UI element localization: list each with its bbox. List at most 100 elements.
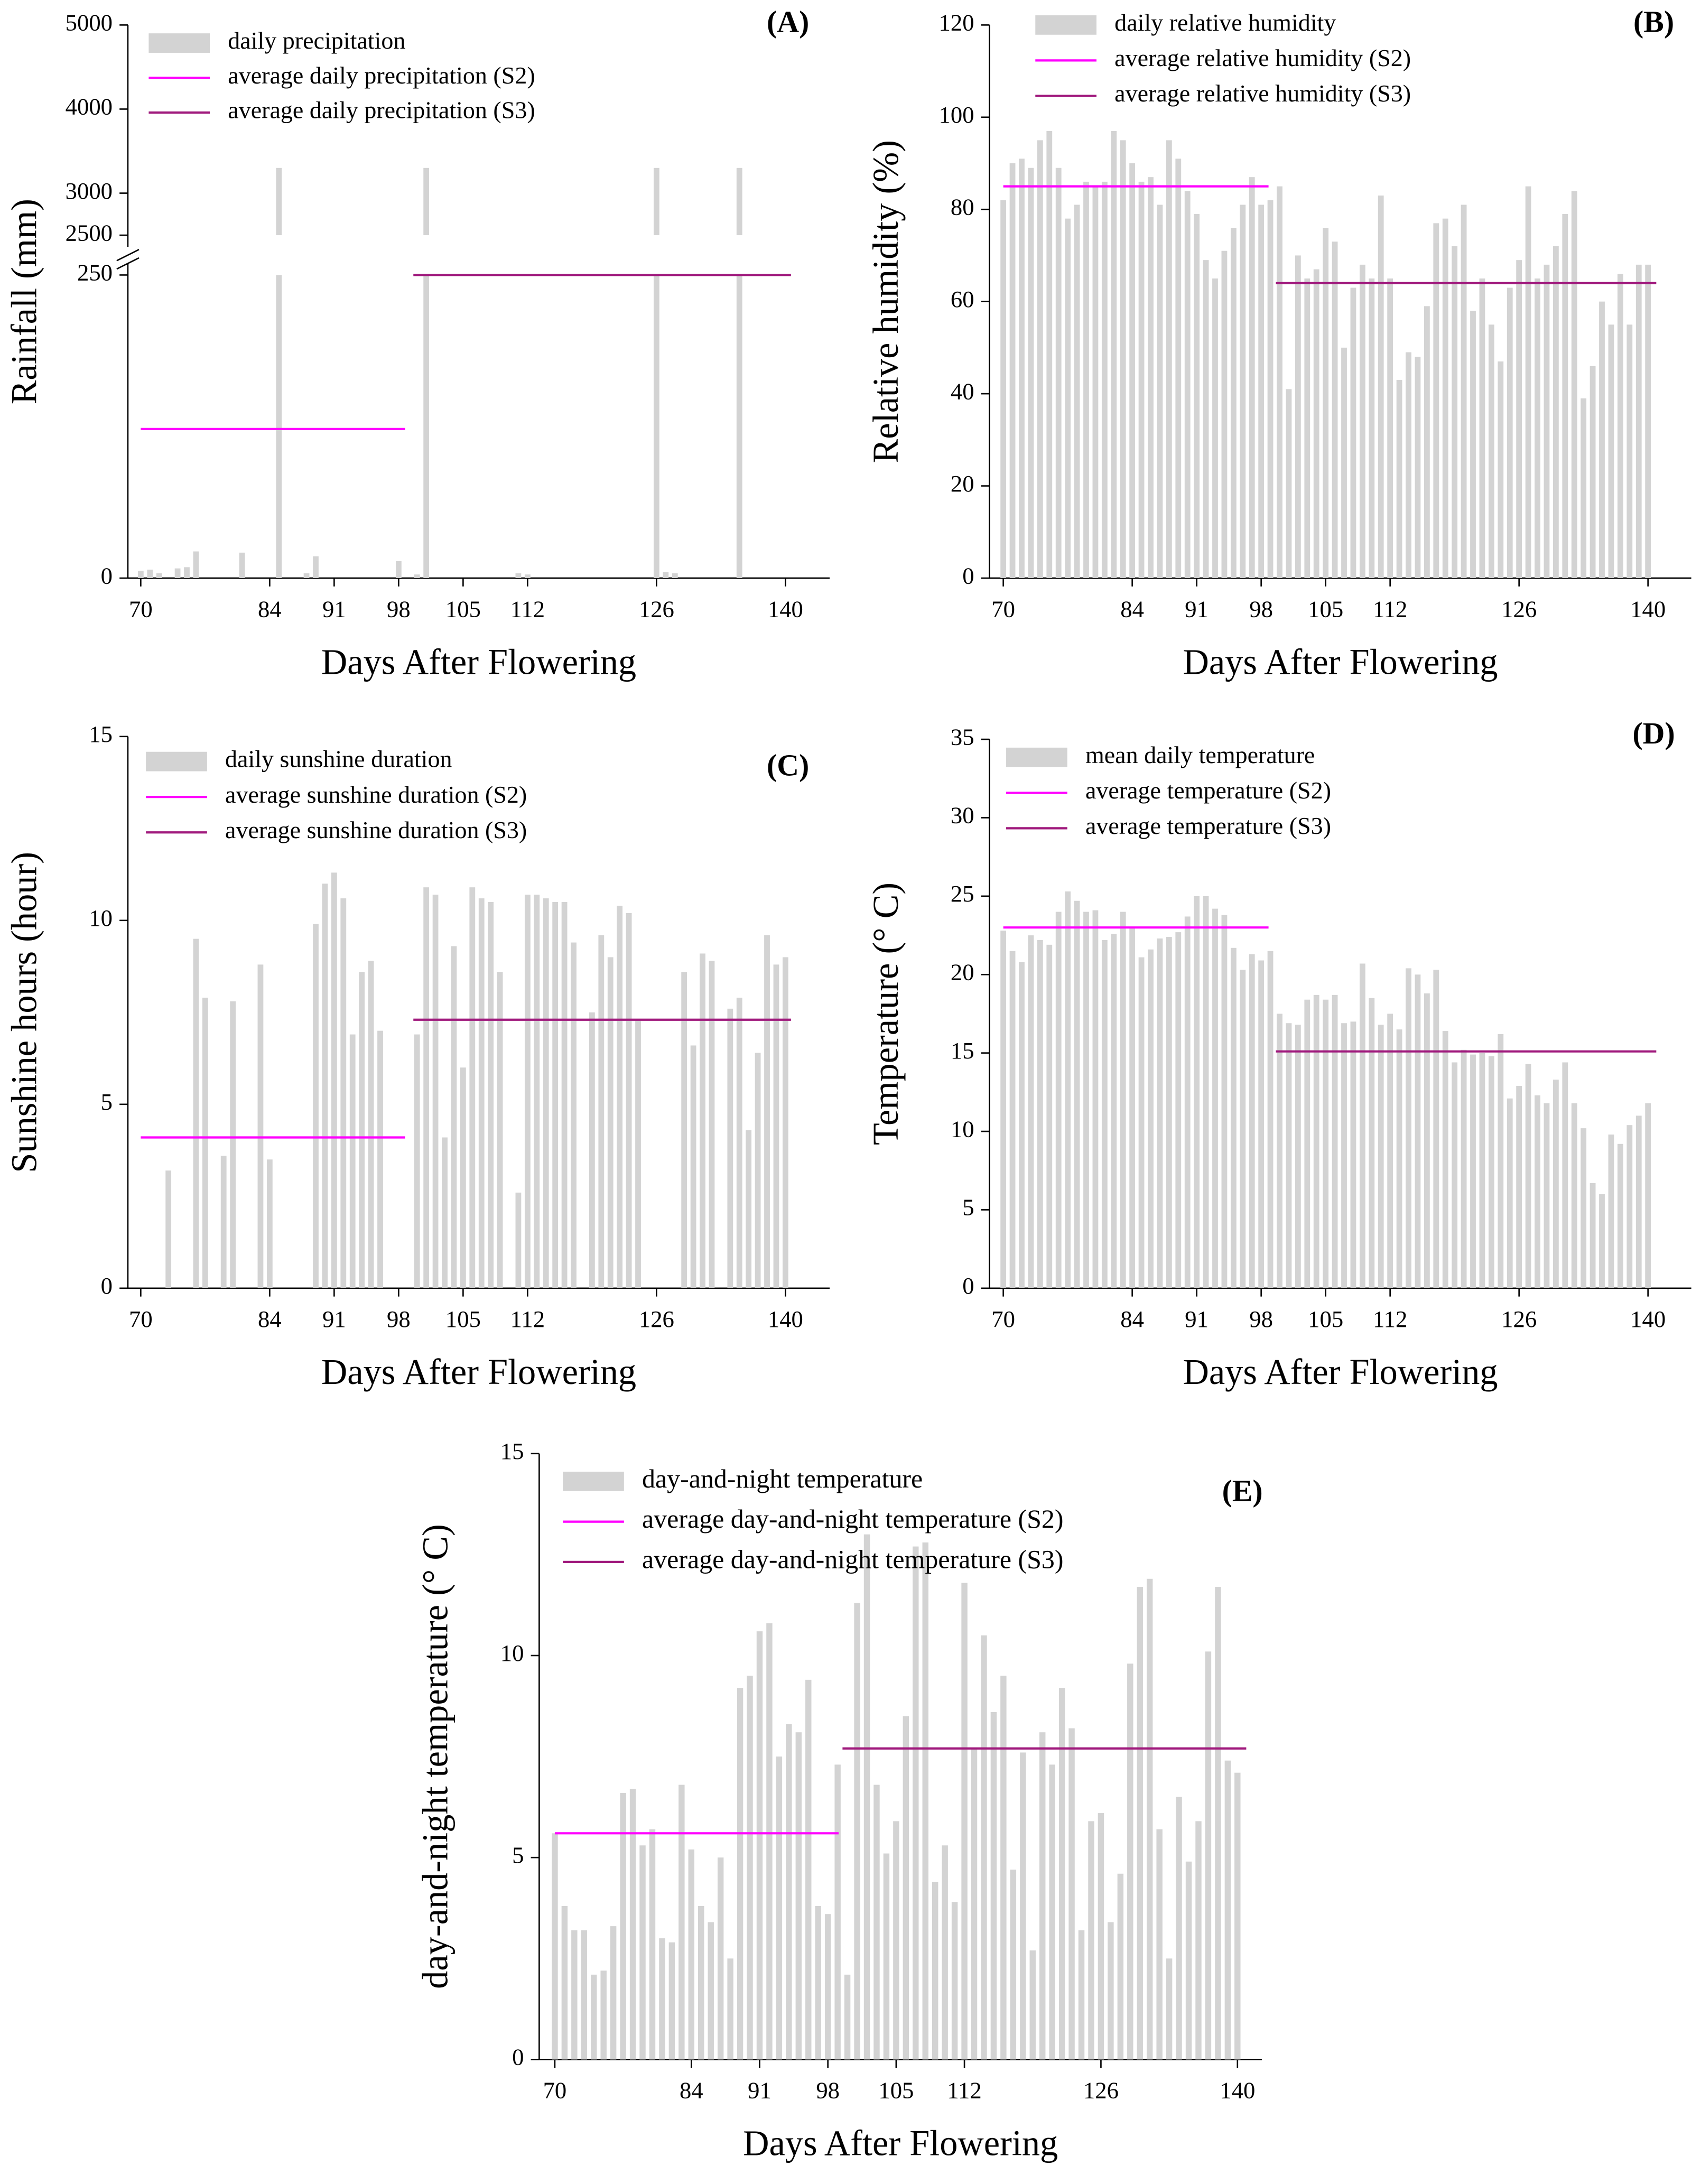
bar [1184,191,1191,578]
x-axis-label: Days After Flowering [1183,1352,1498,1392]
bar [1369,278,1375,578]
bar [1055,168,1062,578]
bar [488,902,494,1288]
bar [1046,944,1053,1288]
bar [1525,1064,1531,1288]
bar [239,552,245,578]
x-axis-label: Days After Flowering [1183,642,1498,682]
bar [230,1001,236,1288]
bar [414,574,420,578]
bar [1313,995,1319,1288]
x-tick-label: 112 [1373,596,1407,622]
bar [368,961,374,1288]
bar [1157,205,1163,578]
bar [1608,324,1614,578]
bar [202,997,208,1288]
bar [688,1849,695,2060]
bar [1350,287,1356,578]
bar [1176,1797,1182,2060]
bar [303,573,310,578]
bar [659,1938,665,2060]
bar [1120,912,1126,1288]
bar [1645,264,1651,578]
bar [1065,218,1071,578]
bar [331,872,337,1288]
bar [727,1008,733,1288]
x-tick-label: 140 [1630,596,1666,622]
bar [709,961,715,1288]
bar [1571,191,1577,578]
bar [1101,940,1108,1288]
bar [598,935,605,1288]
bar [581,1930,588,2060]
bar [137,571,144,578]
bar [257,964,264,1288]
bar [629,1789,636,2060]
x-tick-label: 126 [639,596,674,622]
bar [193,938,199,1288]
bar [1553,1080,1559,1288]
bar [913,1546,919,2060]
bar [1146,1578,1153,2060]
bar [1205,1651,1212,2060]
bar [1267,200,1274,578]
legend-label: average temperature (S3) [1085,812,1331,839]
bar [1258,205,1265,578]
bar [1138,181,1145,578]
bar [708,1922,714,2060]
bar [1088,1821,1094,2060]
bar [1304,278,1310,578]
bar [515,573,522,578]
bar [165,1170,172,1288]
y-axis-label: Temperature (° C) [866,882,906,1145]
bar [1479,1053,1485,1288]
y-tick-label: 20 [951,959,974,986]
y-tick-label: 120 [939,10,974,36]
x-tick-label: 84 [1120,1306,1144,1332]
bar [478,898,485,1288]
legend-swatch [146,751,207,772]
bar [1626,324,1633,578]
bar [1046,131,1053,578]
bar [1442,218,1448,578]
bar [1230,947,1237,1288]
bar [1553,246,1559,578]
bar [1240,205,1246,578]
x-tick-label: 84 [258,1306,282,1332]
bar [1028,935,1034,1288]
bar [1406,352,1411,578]
bar [626,913,632,1288]
y-tick-label: 35 [951,723,974,750]
bar [782,957,788,1288]
bar [1137,1587,1143,2060]
bar [1212,908,1218,1288]
bar [414,1034,420,1288]
y-tick-label: 10 [500,1640,524,1666]
panel-label: (A) [767,5,809,39]
bar [1020,1752,1026,2060]
bar [1341,347,1347,578]
bar [322,884,328,1288]
bar [1083,181,1089,578]
bar [534,895,540,1288]
y-tick-label: 40 [951,378,974,404]
legend-label: daily precipitation [228,27,405,54]
x-tick-label: 126 [1083,2077,1119,2104]
bar [1092,910,1099,1288]
y-axis-label: Sunshine hours (hour) [4,852,44,1173]
legend-label: average sunshine duration (S3) [225,816,527,843]
bar [1068,1728,1075,2060]
bar [276,275,282,578]
bar [1516,1085,1522,1288]
bar [156,573,162,578]
bar [524,895,531,1288]
bar [1461,1049,1467,1288]
legend-label: average day-and-night temperature (S2) [642,1504,1064,1534]
bar [747,1676,753,2060]
bar [1000,1676,1007,2060]
x-tick-label: 140 [768,1306,803,1332]
bar [1581,1128,1587,1288]
bar [1535,278,1540,578]
bar [1452,1062,1458,1288]
bar [610,1926,617,2060]
